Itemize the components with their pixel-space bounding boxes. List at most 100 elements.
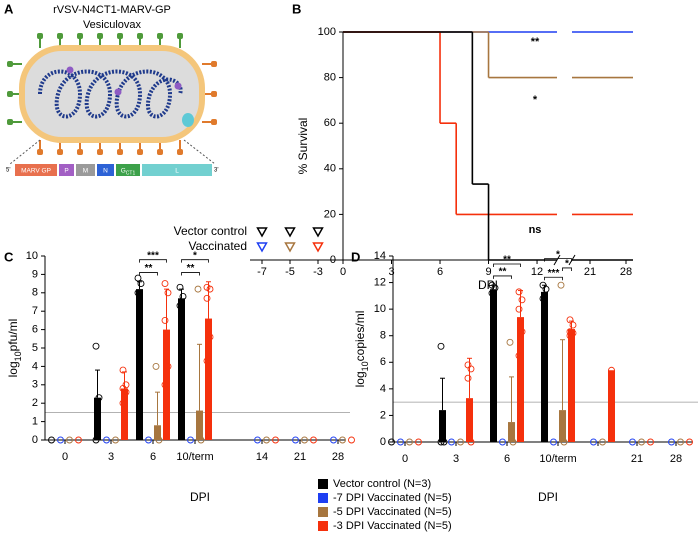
- y-tick-label: 1: [32, 416, 38, 428]
- data-point: [488, 289, 496, 297]
- gene-label: MARV GP: [21, 167, 51, 174]
- spike-head: [211, 61, 217, 67]
- gene-sub: CT1: [126, 171, 136, 177]
- significance-bracket: [544, 258, 572, 262]
- data-point: [557, 281, 565, 289]
- y-tick-label: 5: [32, 342, 38, 354]
- bar: [559, 410, 566, 442]
- gene: [97, 164, 114, 176]
- data-point: [509, 438, 517, 446]
- data-point: [203, 294, 211, 302]
- dose-legend-label: Vector control: [174, 224, 247, 238]
- spike-head: [57, 33, 63, 39]
- x-axis-label: DPI: [190, 490, 210, 504]
- data-point: [254, 436, 261, 444]
- significance-label: *: [533, 94, 538, 106]
- x-tick-label: 12: [531, 266, 543, 278]
- spike-head: [97, 149, 103, 155]
- spike-head: [77, 149, 83, 155]
- x-tick-label: 3: [453, 453, 459, 465]
- significance-label: *: [565, 259, 569, 270]
- data-point: [155, 436, 163, 444]
- data-point: [292, 436, 299, 444]
- y-tick-label: 4: [380, 383, 386, 395]
- genome-end: 5': [6, 168, 10, 174]
- data-point: [542, 285, 550, 293]
- data-point: [48, 436, 55, 444]
- spike-head: [211, 119, 217, 125]
- x-tick-label: -5: [285, 266, 295, 278]
- error-bar: [155, 391, 160, 426]
- y-tick-label: 60: [324, 117, 336, 129]
- error-bar: [95, 369, 100, 398]
- data-point: [647, 438, 654, 446]
- data-point: [515, 305, 523, 313]
- data-point: [310, 436, 317, 444]
- y-label-sub: 10: [13, 351, 23, 361]
- spike-head: [97, 33, 103, 39]
- spike-head: [137, 33, 143, 39]
- significance-bracket: [181, 272, 200, 276]
- data-point: [263, 436, 270, 444]
- y-tick-label: 20: [324, 208, 336, 220]
- dose-marker: [312, 242, 324, 253]
- gene-label: P: [64, 167, 68, 174]
- error-bar: [137, 281, 142, 290]
- y-tick-label: 10: [374, 303, 386, 315]
- nucleocapsid: [38, 69, 183, 119]
- data-point: [348, 436, 355, 444]
- data-point: [164, 362, 172, 370]
- significance-label: *: [193, 250, 197, 261]
- genome-end: 3': [214, 168, 218, 174]
- data-point: [145, 436, 152, 444]
- gene: [15, 164, 57, 176]
- y-tick-label: 4: [32, 360, 38, 372]
- panel-label: C: [4, 249, 14, 264]
- spike-head: [157, 149, 163, 155]
- protein: [114, 88, 122, 96]
- data-point: [119, 399, 127, 407]
- spike-head: [57, 149, 63, 155]
- legend-swatch: [318, 521, 328, 531]
- data-point: [569, 321, 577, 329]
- significance-label: ***: [548, 268, 560, 279]
- data-point: [608, 366, 615, 374]
- data-point: [506, 338, 514, 346]
- data-point: [467, 438, 475, 446]
- data-point: [539, 295, 547, 302]
- x-tick-label: 3: [108, 451, 114, 463]
- spike-head: [177, 149, 183, 155]
- panel-label: B: [292, 1, 301, 16]
- x-tick-label: 9: [485, 266, 491, 278]
- y-tick-label: 10: [26, 250, 38, 262]
- error-bar: [560, 339, 565, 411]
- x-tick-label: 21: [294, 451, 306, 463]
- data-point: [152, 362, 160, 370]
- data-point: [119, 366, 127, 374]
- data-point: [339, 436, 346, 444]
- y-tick-label: 0: [380, 436, 386, 448]
- spike-head: [7, 91, 13, 97]
- gene-label: M: [83, 167, 88, 174]
- data-point: [206, 333, 214, 341]
- data-point: [467, 365, 475, 373]
- significance-bracket: [139, 272, 158, 276]
- data-point: [134, 274, 142, 282]
- data-point: [164, 289, 172, 297]
- error-bar: [509, 376, 514, 423]
- y-tick-label: 2: [32, 397, 38, 409]
- data-point: [388, 438, 395, 446]
- x-tick-label: 0: [340, 266, 346, 278]
- data-point: [197, 436, 205, 444]
- dose-legend-label: Vaccinated: [189, 239, 247, 253]
- guide-line: [183, 139, 216, 165]
- data-point: [566, 332, 574, 340]
- bar: [163, 329, 170, 440]
- y-axis-label: log10copies/ml: [353, 311, 370, 388]
- y-tick-label: 40: [324, 163, 336, 175]
- data-point: [464, 374, 472, 382]
- significance-bracket: [562, 267, 572, 271]
- y-tick-label: 8: [32, 287, 38, 299]
- bar: [568, 329, 575, 442]
